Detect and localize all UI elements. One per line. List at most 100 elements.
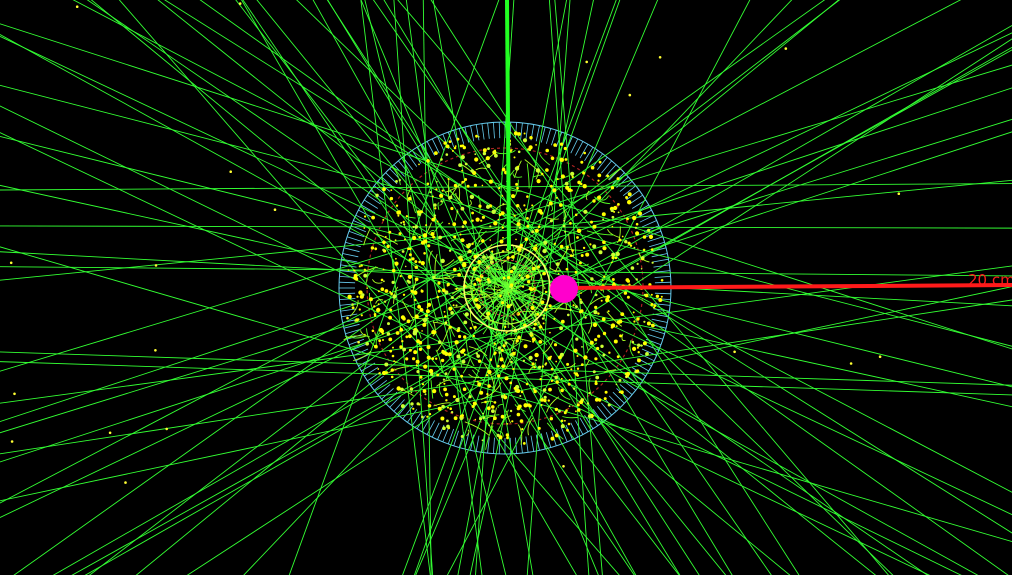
hit-point xyxy=(445,399,448,402)
hit-point xyxy=(547,399,550,402)
hit-point xyxy=(488,179,493,184)
stray-hit xyxy=(108,431,112,435)
outer-detector-tick xyxy=(647,334,664,340)
hit-point xyxy=(597,195,602,200)
short-track xyxy=(478,414,500,418)
hit-point xyxy=(417,212,422,216)
hit-point xyxy=(481,239,485,243)
hit-point xyxy=(640,268,643,270)
hit-point xyxy=(488,424,490,427)
hit-point xyxy=(512,265,517,270)
outer-detector-tick xyxy=(340,308,357,312)
hit-point xyxy=(453,183,458,188)
hit-point xyxy=(602,246,607,251)
hit-point xyxy=(419,308,424,312)
hit-point xyxy=(630,266,635,270)
hit-point xyxy=(513,131,519,136)
hit-point xyxy=(635,222,639,226)
hit-point xyxy=(474,157,479,162)
short-track xyxy=(356,266,378,277)
outer-detector-tick xyxy=(515,437,517,454)
hit-point xyxy=(550,355,552,358)
hit-point xyxy=(471,219,474,222)
hit-point xyxy=(496,433,500,437)
hit-point xyxy=(531,204,534,207)
core-spoke xyxy=(481,256,508,289)
short-track xyxy=(542,341,554,354)
short-track xyxy=(529,267,537,296)
hit-point xyxy=(383,300,387,303)
hit-point xyxy=(592,224,597,229)
outer-detector-tick xyxy=(426,141,435,156)
short-track xyxy=(344,335,368,339)
outer-detector-tick xyxy=(579,417,589,432)
short-track xyxy=(401,300,415,322)
hit-point xyxy=(538,325,543,329)
outer-detector-tick xyxy=(634,362,649,372)
hit-point xyxy=(647,228,651,232)
hit-point xyxy=(626,217,629,221)
short-track xyxy=(588,378,593,397)
hit-point xyxy=(491,405,495,409)
hit-point xyxy=(414,225,419,229)
hit-point xyxy=(456,137,460,141)
hit-point xyxy=(588,391,591,395)
stray-hit xyxy=(585,60,588,64)
hit-point xyxy=(576,403,580,407)
hit-point xyxy=(451,149,454,152)
hit-point xyxy=(535,168,541,173)
hit-point xyxy=(582,184,587,189)
hit-point xyxy=(437,289,441,293)
hit-point xyxy=(425,314,428,317)
hit-point xyxy=(388,337,393,342)
hit-point xyxy=(528,355,533,360)
short-track xyxy=(393,286,399,304)
hit-point xyxy=(636,262,639,265)
hit-point xyxy=(421,415,424,419)
hit-point xyxy=(627,192,632,197)
hit-point xyxy=(549,219,554,223)
hit-point xyxy=(594,338,598,342)
short-track xyxy=(517,424,523,445)
outer-detector-tick xyxy=(592,153,603,167)
hit-point xyxy=(549,331,551,334)
short-track xyxy=(414,324,422,339)
hit-point xyxy=(525,382,529,386)
short-track xyxy=(392,259,395,269)
hit-point xyxy=(511,149,513,151)
hit-point xyxy=(493,401,497,404)
short-track xyxy=(430,380,434,399)
short-track xyxy=(462,357,471,374)
hit-point xyxy=(479,390,484,395)
hit-point xyxy=(498,435,503,440)
hit-point xyxy=(531,337,536,342)
short-track xyxy=(527,417,534,436)
hit-point xyxy=(493,416,497,421)
hit-point xyxy=(503,394,506,396)
hit-point xyxy=(431,330,436,335)
short-track xyxy=(506,291,516,311)
stray-hit xyxy=(9,261,13,265)
outer-detector-tick xyxy=(487,437,490,454)
hit-point xyxy=(400,387,404,392)
hit-point xyxy=(598,398,602,402)
hit-point xyxy=(651,261,654,264)
hit-point xyxy=(542,322,545,325)
outer-detector-tick xyxy=(475,124,480,141)
hit-point xyxy=(512,318,515,321)
hit-point xyxy=(505,433,510,437)
hit-point xyxy=(602,331,607,336)
hit-point xyxy=(390,375,394,379)
outer-detector-tick xyxy=(605,164,617,177)
short-track xyxy=(607,168,622,180)
hit-point xyxy=(635,231,640,236)
hit-point xyxy=(435,357,438,360)
hit-point xyxy=(462,220,467,225)
hit-point xyxy=(351,306,355,310)
core-spoke xyxy=(502,287,508,328)
hit-point xyxy=(582,246,586,250)
short-track xyxy=(403,225,416,236)
hit-point xyxy=(560,174,566,179)
hit-point xyxy=(594,357,598,361)
